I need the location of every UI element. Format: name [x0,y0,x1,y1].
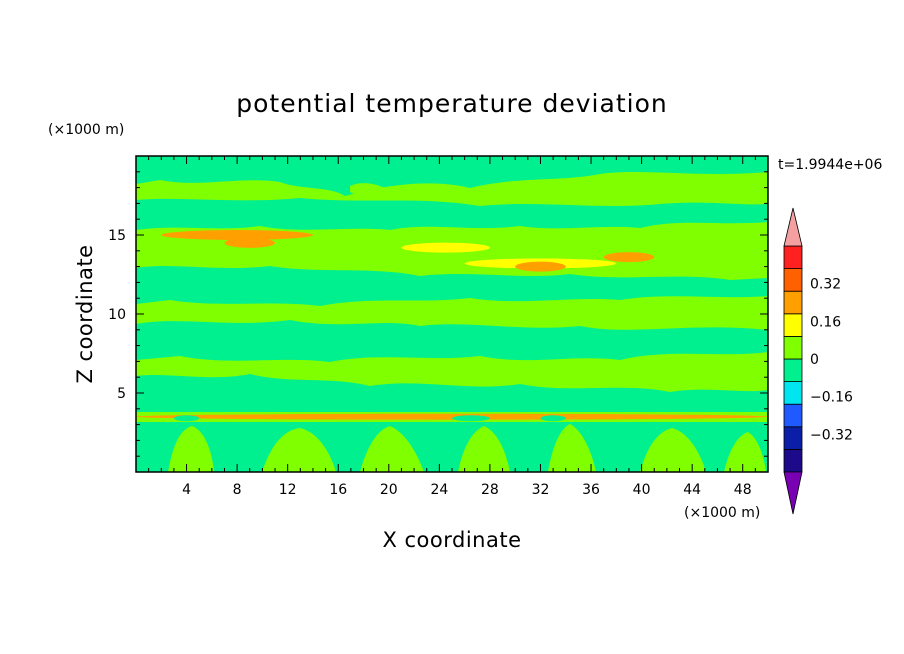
y-axis: 5 10 15 [108,171,768,457]
x-tick-label-28: 28 [481,482,499,498]
colorbar-label-m0p32: −0.32 [810,427,853,443]
band-4 [515,261,566,272]
band-6 [136,413,768,420]
colorbar-segment-7 [783,290,803,315]
colorbar-segment-4 [783,358,803,383]
x-axis: 4 8 12 16 20 24 28 32 36 40 44 48 [148,156,756,498]
plume-4 [458,426,510,472]
contour-region-upper [136,156,768,196]
x-tick-label-48: 48 [734,482,752,498]
colorbar-segment-9 [783,245,803,270]
band-1 [224,237,276,248]
band-0 [161,230,313,240]
contour-region-a [136,198,768,230]
colorbar-under-triangle [783,471,803,515]
band-5 [603,252,655,263]
colorbar-segment-6 [783,313,803,337]
blob-2 [150,241,317,256]
x-tick-label-16: 16 [329,482,347,498]
colorbar-label-m0p16: −0.16 [810,390,853,406]
colorbar-segment-3 [783,381,803,405]
x-tick-label-40: 40 [633,482,651,498]
plume-1 [168,426,214,472]
blob-1 [350,183,392,197]
colorbar-label-0: 0 [810,352,819,368]
colorbar-segment-2 [783,403,803,428]
y-tick-label-10: 10 [108,307,126,323]
x-tick-label-20: 20 [380,482,398,498]
x-axis-title: X coordinate [382,528,521,552]
band-7 [173,415,200,422]
plume-6 [640,428,706,472]
time-label: t=1.9944e+06 [778,157,882,173]
x-tick-label-4: 4 [182,482,191,498]
x-tick-label-32: 32 [532,482,550,498]
colorbar-over-triangle [783,207,803,247]
colorbar: 0.32 0.16 0 −0.16 −0.32 [783,207,853,515]
x-tick-label-24: 24 [430,482,448,498]
colorbar-label-0p32: 0.32 [810,277,841,293]
x-tick-label-8: 8 [233,482,242,498]
band-2 [401,242,490,253]
colorbar-label-0p16: 0.16 [810,314,841,330]
colorbar-segment-1 [783,426,803,450]
x-tick-label-44: 44 [683,482,701,498]
plume-2 [262,428,336,472]
y-tick-label-5: 5 [117,386,126,402]
y-tick-label-15: 15 [108,228,126,244]
contour-field [136,156,768,472]
colorbar-segment-5 [783,335,803,360]
colorbar-segment-0 [783,448,803,473]
bands [136,230,768,422]
x-tick-label-36: 36 [582,482,600,498]
band-9 [540,415,566,422]
x-tick-label-12: 12 [279,482,297,498]
plume-5 [548,424,596,472]
contour-region-c [136,320,768,362]
contour-region-d [136,374,768,412]
band-8 [452,415,490,422]
plume-3 [360,426,424,472]
chart-title: potential temperature deviation [236,89,667,118]
x-unit-label: (×1000 m) [684,505,760,521]
colorbar-segment-8 [783,268,803,292]
y-axis-title: Z coordinate [73,244,97,383]
plume-7 [724,432,766,472]
y-unit-label: (×1000 m) [48,122,124,138]
contour-region-b [136,266,768,306]
